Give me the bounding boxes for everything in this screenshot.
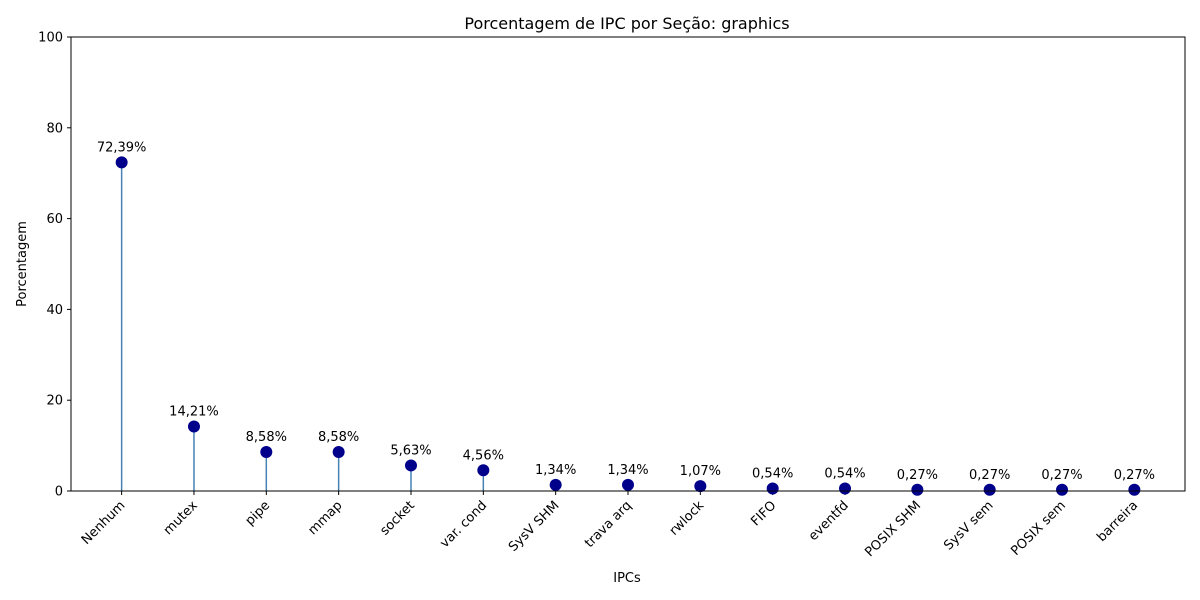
- plot-frame: [70, 36, 1186, 492]
- data-label: 8,58%: [246, 430, 287, 445]
- data-label: 0,27%: [1114, 468, 1155, 483]
- x-tick-label: Nenhum: [79, 498, 129, 548]
- y-tick-label: 40: [46, 303, 63, 318]
- x-axis-label: IPCs: [613, 571, 641, 586]
- y-axis-label: Porcentagem: [15, 221, 30, 307]
- data-point: [1128, 483, 1141, 496]
- data-label: 14,21%: [169, 404, 219, 419]
- data-point: [187, 420, 200, 433]
- data-point: [549, 478, 562, 491]
- x-tick-label: POSIX sem: [1008, 498, 1069, 559]
- y-tick-label: 20: [46, 394, 63, 409]
- data-label: 4,56%: [463, 448, 504, 463]
- data-label: 1,34%: [607, 463, 648, 478]
- data-point: [766, 482, 779, 495]
- data-point: [911, 483, 924, 496]
- plot-area: 0 20 40 60 80 100 72,39% Nenhum 14,21% mutex 8,58%…: [38, 31, 1155, 561]
- data-point: [622, 478, 634, 491]
- y-tick-label: 80: [46, 121, 63, 136]
- x-tick-label: SysV SHM: [506, 498, 563, 555]
- x-tick-label: trava arq: [582, 498, 635, 551]
- data-label: 72,39%: [97, 140, 147, 155]
- data-label: 1,07%: [680, 464, 721, 479]
- data-point: [477, 464, 490, 477]
- data-point: [404, 459, 417, 472]
- chart-title: Porcentagem de IPC por Seção: graphics: [464, 14, 789, 33]
- data-point: [694, 480, 707, 493]
- data-label: 0,54%: [752, 467, 793, 482]
- x-tick-label: FIFO: [748, 498, 779, 529]
- x-tick-label: barreira: [1094, 498, 1141, 545]
- y-tick-label: 0: [55, 485, 63, 500]
- data-label: 0,54%: [824, 467, 865, 482]
- x-tick-label: var. cond: [437, 498, 490, 551]
- data-point: [839, 482, 852, 495]
- x-tick-label: mutex: [161, 498, 201, 538]
- y-tick-label: 100: [38, 31, 63, 46]
- data-point: [332, 446, 345, 459]
- data-point: [1056, 483, 1069, 496]
- data-label: 0,27%: [897, 468, 938, 483]
- data-label: 8,58%: [318, 430, 359, 445]
- x-tick-label: rwlock: [667, 498, 708, 539]
- x-tick-label: socket: [377, 498, 417, 538]
- data-label: 0,27%: [969, 468, 1010, 483]
- data-point: [115, 156, 128, 169]
- x-tick-label: POSIX SHM: [862, 498, 924, 560]
- data-point: [260, 446, 273, 459]
- data-label: 5,63%: [390, 443, 431, 458]
- x-tick-label: eventfd: [806, 498, 852, 544]
- x-tick-label: pipe: [243, 498, 273, 528]
- x-tick-label: SysV sem: [941, 498, 996, 553]
- data-label: 0,27%: [1041, 468, 1082, 483]
- data-point: [983, 483, 996, 496]
- data-label: 1,34%: [535, 463, 576, 478]
- x-tick-label: mmap: [305, 498, 345, 538]
- y-tick-label: 60: [46, 212, 63, 227]
